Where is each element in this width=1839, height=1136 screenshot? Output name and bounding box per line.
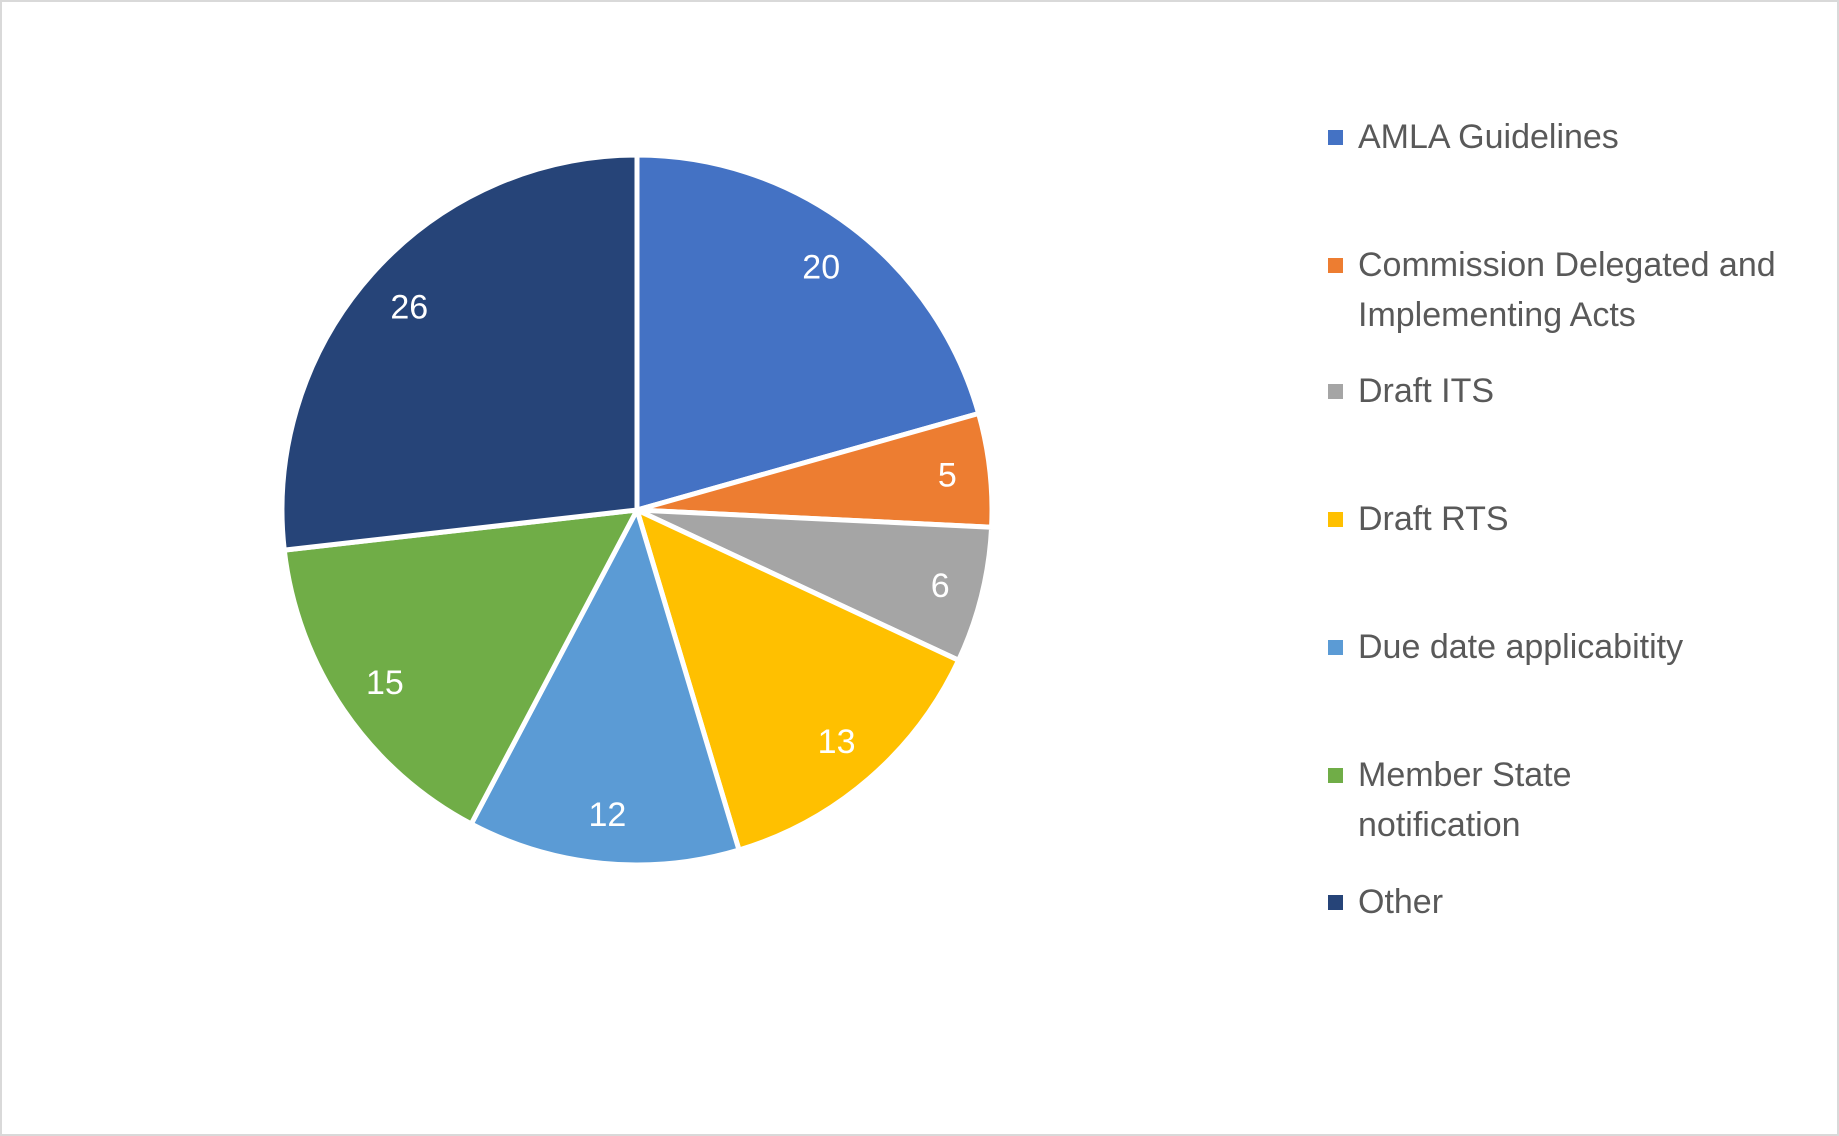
data-label-7: 26 [390, 289, 428, 327]
pie-slice-1 [634, 152, 982, 513]
pie-slice-5 [468, 507, 742, 868]
pie-slice-6 [281, 507, 640, 827]
data-label-4: 13 [818, 723, 856, 761]
legend-item-6: Member State notification [1328, 750, 1658, 850]
legend-label: Draft ITS [1358, 372, 1495, 410]
legend-label: AMLA Guidelines [1358, 118, 1619, 156]
legend-swatch [1328, 768, 1343, 783]
legend-label: Commission Delegated and Implementing Ac… [1358, 246, 1776, 334]
legend-label: Other [1358, 883, 1444, 921]
legend-swatch [1328, 895, 1343, 910]
legend-swatch [1328, 640, 1343, 655]
pie-slice-3 [634, 507, 995, 663]
data-label-5: 12 [588, 796, 626, 834]
legend-item-3: Draft ITS [1328, 366, 1837, 416]
legend-label: Due date applicabitity [1358, 628, 1684, 666]
data-label-3: 6 [931, 567, 950, 605]
legend-label: Member State notification [1358, 756, 1572, 844]
legend-label: Draft RTS [1358, 500, 1509, 538]
pie-slice-7 [279, 152, 640, 553]
legend-item-4: Draft RTS [1328, 494, 1837, 544]
legend-swatch [1328, 384, 1343, 399]
data-label-2: 5 [938, 457, 957, 495]
legend-swatch [1328, 130, 1343, 145]
legend-item-7: Other [1328, 877, 1837, 927]
data-label-1: 20 [802, 249, 840, 287]
data-label-6: 15 [366, 664, 404, 702]
pie-slice-4 [634, 507, 962, 853]
legend-item-5: Due date applicabitity [1328, 622, 1837, 672]
legend-swatch [1328, 258, 1343, 273]
legend-item-1: AMLA Guidelines [1328, 112, 1837, 162]
legend-swatch [1328, 512, 1343, 527]
legend-item-2: Commission Delegated and Implementing Ac… [1328, 240, 1778, 340]
